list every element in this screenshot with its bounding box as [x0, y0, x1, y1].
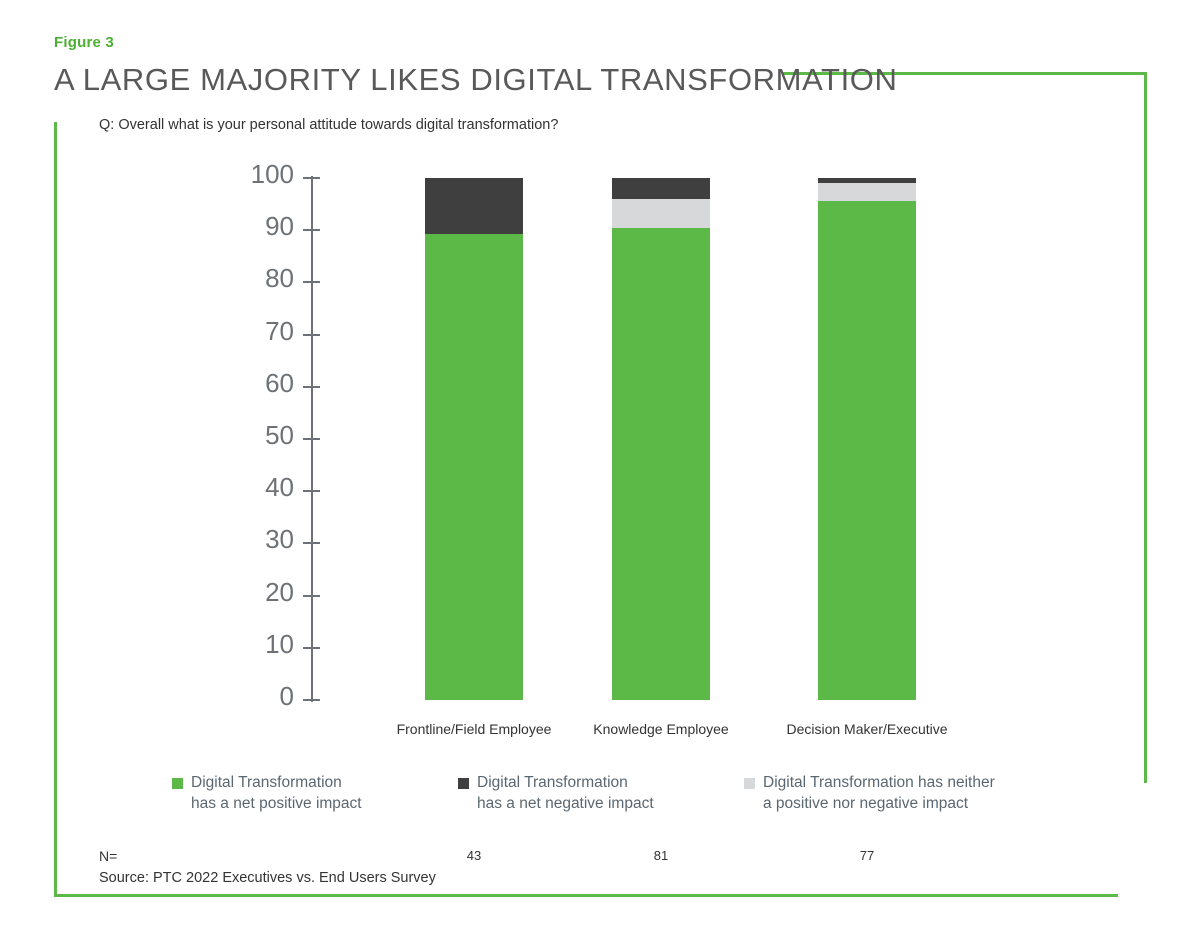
bar-segment[interactable] — [818, 178, 916, 184]
frame-top-line — [783, 72, 1147, 75]
category-label: Frontline/Field Employee — [396, 721, 552, 737]
legend-label: Digital Transformation has neither a pos… — [763, 774, 995, 812]
legend-label: Digital Transformation has a net negativ… — [477, 774, 654, 812]
n-value: 81 — [653, 848, 669, 863]
bar-segment[interactable] — [425, 234, 523, 700]
bar-column[interactable] — [425, 178, 523, 700]
legend-swatch-icon — [458, 778, 469, 789]
bar-segment[interactable] — [612, 178, 710, 199]
page-title: A LARGE MAJORITY LIKES DIGITAL TRANSFORM… — [54, 62, 898, 97]
legend-item[interactable]: Digital Transformation has a net positiv… — [172, 772, 362, 814]
frame-bottom-line — [54, 894, 1118, 897]
y-axis-tick — [303, 385, 320, 388]
source-note: Source: PTC 2022 Executives vs. End User… — [99, 870, 436, 886]
y-axis-tick-label: 70 — [265, 315, 294, 346]
y-axis-tick-label: 20 — [265, 576, 294, 607]
bar-segment[interactable] — [612, 198, 710, 228]
y-axis-tick-label: 10 — [265, 628, 294, 659]
y-axis-tick — [303, 177, 320, 179]
bar-column[interactable] — [818, 178, 916, 700]
y-axis-tick — [303, 229, 320, 232]
bar-column[interactable] — [612, 178, 710, 700]
n-label: N= — [99, 848, 118, 864]
y-axis-tick-label: 0 — [279, 681, 294, 711]
bar-segment[interactable] — [612, 227, 710, 700]
bar-segment[interactable] — [818, 201, 916, 700]
bar-segment[interactable] — [818, 183, 916, 202]
legend-label: Digital Transformation has a net positiv… — [191, 774, 362, 812]
y-axis-tick — [303, 490, 320, 493]
category-label: Decision Maker/Executive — [786, 721, 948, 737]
chart-question: Q: Overall what is your personal attitud… — [99, 117, 559, 133]
figure-label: Figure 3 — [54, 34, 114, 51]
y-axis-tick — [303, 542, 320, 545]
y-axis-tick — [303, 438, 320, 440]
y-axis-tick — [303, 699, 320, 701]
y-axis-tick — [303, 646, 320, 649]
legend-item[interactable]: Digital Transformation has neither a pos… — [744, 772, 995, 814]
y-axis-tick — [303, 333, 320, 336]
y-axis-tick-label: 40 — [265, 472, 294, 503]
frame-left-line — [54, 122, 57, 897]
y-axis-tick-label: 50 — [265, 420, 294, 450]
y-axis-tick — [303, 281, 320, 284]
y-axis-tick-label: 100 — [250, 159, 294, 189]
y-axis-tick-label: 60 — [265, 367, 294, 398]
y-axis-tick-label: 90 — [265, 211, 294, 242]
bar-segment[interactable] — [425, 178, 523, 235]
legend-swatch-icon — [172, 778, 183, 789]
legend-item[interactable]: Digital Transformation has a net negativ… — [458, 772, 654, 814]
y-axis-tick-label: 80 — [265, 263, 294, 294]
frame-right-line — [1144, 72, 1147, 783]
legend-swatch-icon — [744, 778, 755, 789]
n-value: 77 — [859, 848, 875, 863]
y-axis-tick-labels: 0 10 20 30 40 50 60 70 80 90 100 — [222, 0, 294, 927]
category-label: Knowledge Employee — [593, 721, 729, 737]
y-axis-tick-label: 30 — [265, 524, 294, 555]
n-value: 43 — [466, 848, 482, 863]
y-axis-tick — [303, 594, 320, 597]
